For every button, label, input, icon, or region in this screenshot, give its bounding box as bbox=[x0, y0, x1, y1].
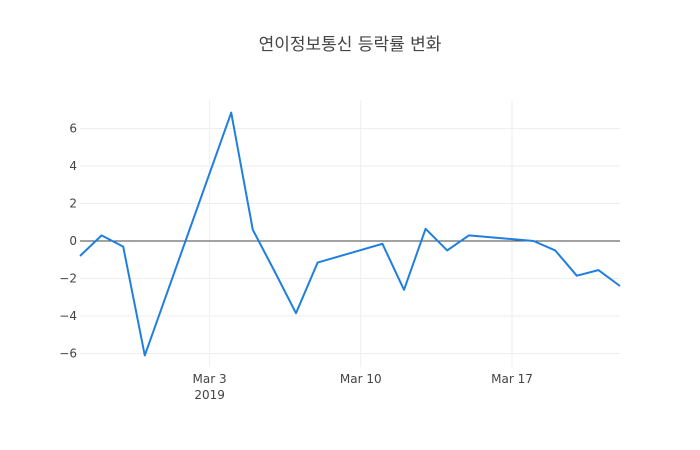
x-tick-label: Mar 17 bbox=[491, 372, 533, 386]
x-axis-ticks: Mar 3 2019 Mar 10 Mar 17 bbox=[193, 372, 533, 402]
x-tick-year-label: 2019 bbox=[194, 388, 225, 402]
series-line[interactable] bbox=[79, 111, 621, 357]
y-tick-label: 4 bbox=[69, 159, 77, 173]
y-tick-label: −4 bbox=[59, 309, 77, 323]
y-tick-label: 0 bbox=[69, 234, 77, 248]
y-axis-ticks: 6 4 2 0 −2 −4 −6 bbox=[59, 122, 77, 361]
chart-title: 연이정보통신 등락률 변화 bbox=[258, 35, 442, 55]
y-tick-label: −2 bbox=[59, 272, 77, 286]
y-tick-label: −6 bbox=[59, 347, 77, 361]
y-tick-label: 6 bbox=[69, 122, 77, 136]
gridlines bbox=[80, 100, 620, 367]
x-tick-label: Mar 10 bbox=[340, 372, 382, 386]
y-tick-label: 2 bbox=[69, 197, 77, 211]
x-tick-label: Mar 3 bbox=[193, 372, 227, 386]
